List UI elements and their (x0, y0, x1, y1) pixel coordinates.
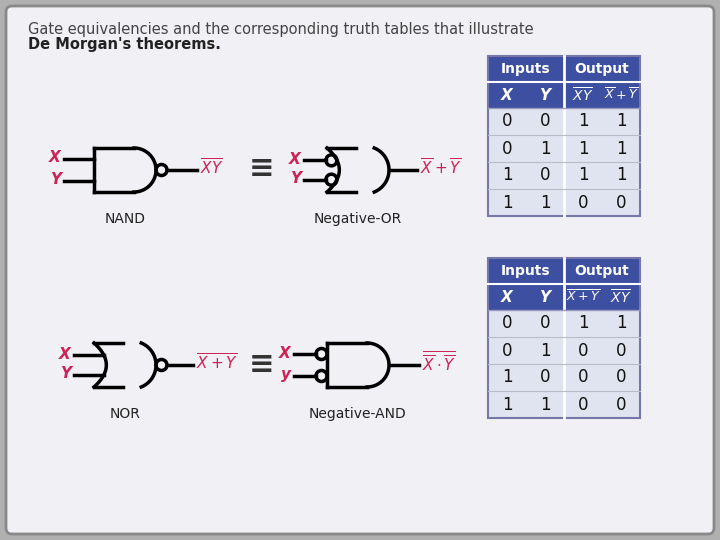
Text: 0: 0 (502, 314, 512, 333)
Text: Inputs: Inputs (501, 62, 551, 76)
Text: $\overline{X+Y}$: $\overline{X+Y}$ (565, 289, 600, 305)
Text: 0: 0 (540, 314, 550, 333)
Text: 0: 0 (540, 166, 550, 185)
FancyBboxPatch shape (488, 258, 564, 284)
Text: 1: 1 (540, 139, 550, 158)
FancyBboxPatch shape (488, 108, 640, 216)
Text: 1: 1 (540, 193, 550, 212)
Text: $\overline{XY}$: $\overline{XY}$ (572, 86, 594, 104)
Text: $\overline{X+Y}$: $\overline{X+Y}$ (196, 353, 238, 373)
Text: NAND: NAND (104, 212, 145, 226)
Text: Output: Output (575, 264, 629, 278)
Text: NOR: NOR (109, 407, 140, 421)
Text: 1: 1 (502, 395, 513, 414)
Text: X: X (501, 289, 513, 305)
Text: Y: Y (290, 171, 301, 186)
FancyBboxPatch shape (488, 56, 564, 82)
Text: De Morgan's theorems.: De Morgan's theorems. (28, 37, 221, 52)
Text: 0: 0 (616, 193, 626, 212)
Text: Output: Output (575, 62, 629, 76)
Bar (488, 56, 640, 216)
Text: 0: 0 (502, 139, 512, 158)
Bar (488, 258, 640, 418)
Text: Negative-AND: Negative-AND (309, 407, 407, 421)
Text: 0: 0 (502, 112, 512, 131)
Text: $\overline{XY}$: $\overline{XY}$ (200, 158, 223, 178)
FancyBboxPatch shape (564, 284, 602, 310)
Text: y: y (281, 368, 291, 382)
FancyBboxPatch shape (526, 284, 564, 310)
Text: 0: 0 (540, 112, 550, 131)
FancyBboxPatch shape (6, 6, 714, 534)
Text: 1: 1 (502, 193, 513, 212)
Text: 0: 0 (577, 395, 588, 414)
Text: X: X (49, 151, 61, 165)
Text: ≡: ≡ (249, 349, 275, 379)
Text: 1: 1 (577, 314, 588, 333)
Text: 1: 1 (577, 139, 588, 158)
Text: 1: 1 (577, 166, 588, 185)
Text: 0: 0 (502, 341, 512, 360)
Text: 1: 1 (616, 112, 626, 131)
FancyBboxPatch shape (564, 258, 640, 284)
FancyBboxPatch shape (564, 56, 640, 82)
Text: 0: 0 (616, 341, 626, 360)
Text: 0: 0 (540, 368, 550, 387)
FancyBboxPatch shape (564, 82, 602, 108)
Text: Gate equivalencies and the corresponding truth tables that illustrate: Gate equivalencies and the corresponding… (28, 22, 534, 37)
FancyBboxPatch shape (488, 82, 526, 108)
FancyBboxPatch shape (602, 82, 640, 108)
Text: $\overline{X}+\overline{Y}$: $\overline{X}+\overline{Y}$ (420, 158, 462, 178)
Text: 1: 1 (502, 166, 513, 185)
Text: 1: 1 (616, 314, 626, 333)
Text: $\overline{X}+\overline{Y}$: $\overline{X}+\overline{Y}$ (603, 87, 639, 103)
Text: 0: 0 (577, 341, 588, 360)
Text: 0: 0 (577, 368, 588, 387)
Text: Negative-OR: Negative-OR (314, 212, 402, 226)
Text: 1: 1 (616, 166, 626, 185)
Text: 0: 0 (577, 193, 588, 212)
Text: 1: 1 (540, 395, 550, 414)
FancyBboxPatch shape (526, 82, 564, 108)
Text: Y: Y (50, 172, 61, 187)
Text: X: X (279, 346, 291, 361)
Text: X: X (59, 347, 71, 362)
Text: X: X (501, 87, 513, 103)
Text: 1: 1 (502, 368, 513, 387)
Text: $\overline{\overline{X}\cdot\overline{Y}}$: $\overline{\overline{X}\cdot\overline{Y}… (422, 351, 456, 375)
FancyBboxPatch shape (488, 310, 640, 418)
Text: Y: Y (60, 366, 71, 381)
Text: 1: 1 (577, 112, 588, 131)
Text: 0: 0 (616, 368, 626, 387)
Text: ≡: ≡ (249, 154, 275, 184)
Text: Y: Y (539, 87, 551, 103)
FancyBboxPatch shape (602, 284, 640, 310)
Text: Y: Y (539, 289, 551, 305)
Text: Inputs: Inputs (501, 264, 551, 278)
FancyBboxPatch shape (488, 284, 526, 310)
Text: 0: 0 (616, 395, 626, 414)
Text: X: X (289, 152, 301, 167)
Text: 1: 1 (540, 341, 550, 360)
Text: $\overline{XY}$: $\overline{XY}$ (611, 288, 631, 306)
Text: 1: 1 (616, 139, 626, 158)
